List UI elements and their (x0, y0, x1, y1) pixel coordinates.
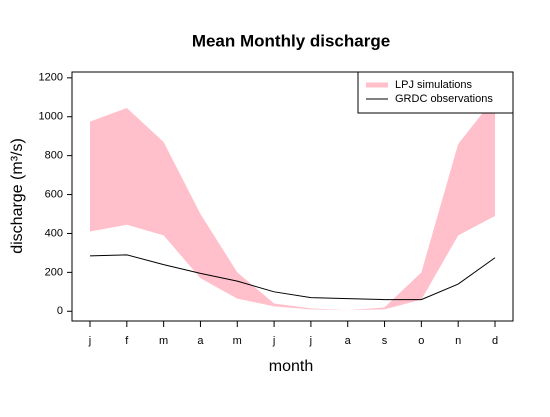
x-tick-label: o (418, 335, 424, 347)
x-tick-label: j (88, 335, 91, 347)
x-tick-label: m (159, 335, 168, 347)
x-tick-label: m (233, 335, 242, 347)
legend-label: GRDC observations (395, 93, 493, 105)
x-tick-label: a (197, 335, 204, 347)
x-tick-label: f (125, 335, 129, 347)
x-tick-label: j (272, 335, 275, 347)
range-band (90, 97, 495, 311)
y-axis-label: discharge (m³/s) (9, 138, 26, 254)
x-tick-label: d (492, 335, 498, 347)
x-tick-label: j (309, 335, 312, 347)
y-tick-label: 0 (57, 305, 63, 317)
legend-box (357, 71, 514, 114)
y-tick-label: 800 (45, 150, 63, 162)
chart-title: Mean Monthly discharge (192, 31, 390, 50)
legend-label: LPJ simulations (395, 79, 473, 91)
x-axis-label: month (269, 358, 313, 375)
y-tick-label: 600 (45, 188, 63, 200)
y-tick-label: 200 (45, 266, 63, 278)
x-tick-label: n (455, 335, 461, 347)
y-tick-label: 400 (45, 227, 63, 239)
line (89, 254, 496, 301)
x-tick-label: s (382, 335, 388, 347)
y-tick-label: 1000 (39, 111, 63, 123)
plot-frame (71, 71, 514, 322)
y-tick-label: 1200 (39, 72, 63, 84)
x-tick-label: a (345, 335, 352, 347)
